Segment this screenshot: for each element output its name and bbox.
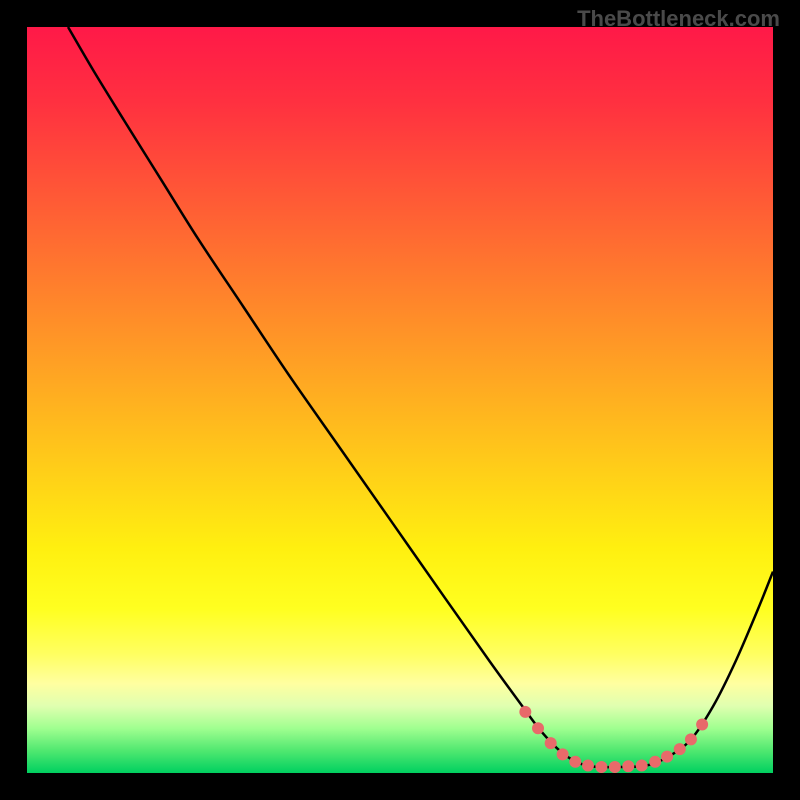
curve-marker: [582, 760, 594, 772]
curve-marker: [545, 737, 557, 749]
curve-marker: [609, 761, 621, 773]
curve-marker: [595, 761, 607, 773]
curve-marker: [622, 760, 634, 772]
curve-marker: [569, 756, 581, 768]
curve-marker: [696, 719, 708, 731]
chart-area: [27, 27, 773, 773]
curve-markers: [27, 27, 773, 773]
curve-marker: [532, 722, 544, 734]
curve-marker: [661, 751, 673, 763]
watermark-text: TheBottleneck.com: [577, 6, 780, 32]
curve-marker: [636, 760, 648, 772]
curve-marker: [519, 706, 531, 718]
curve-marker: [557, 748, 569, 760]
curve-marker: [649, 756, 661, 768]
curve-marker: [685, 733, 697, 745]
curve-marker: [674, 743, 686, 755]
